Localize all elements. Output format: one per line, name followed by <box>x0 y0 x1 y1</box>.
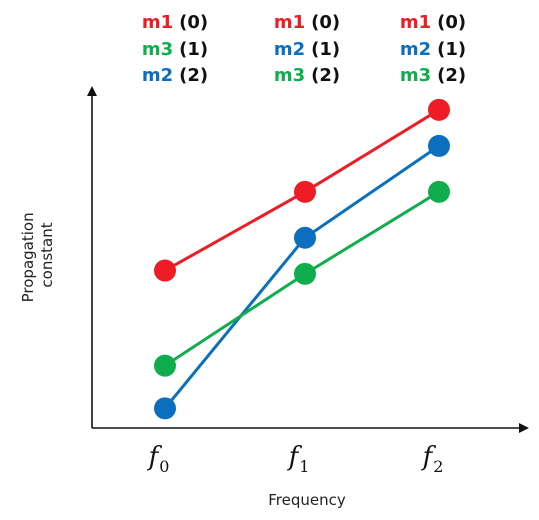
mode-order-label: m3 (2) <box>274 65 340 86</box>
data-point-m1 <box>428 98 450 121</box>
mode-order-label: m1 (0) <box>274 12 340 33</box>
mode-order: (0) <box>437 12 466 33</box>
data-point-m1 <box>294 180 316 203</box>
data-point-m2 <box>428 134 450 157</box>
mode-name: m3 <box>274 65 305 86</box>
mode-order: (0) <box>179 12 208 33</box>
x-tick-subscript: 0 <box>159 457 169 476</box>
x-tick-label: f1 <box>287 442 310 476</box>
mode-order: (0) <box>311 12 340 33</box>
mode-order-label: m1 (0) <box>142 12 208 33</box>
mode-order: (2) <box>437 65 466 86</box>
mode-order-label: m3 (2) <box>400 65 466 86</box>
mode-order-label: m2 (1) <box>400 39 466 60</box>
x-tick-subscript: 1 <box>299 457 309 476</box>
mode-name: m2 <box>400 39 431 60</box>
mode-order: (2) <box>311 65 340 86</box>
mode-name: m3 <box>400 65 431 86</box>
data-point-m1 <box>154 259 176 282</box>
x-tick-subscript: 2 <box>433 457 443 476</box>
mode-name: m2 <box>142 65 173 86</box>
mode-name: m1 <box>274 12 305 33</box>
x-tick-label: f0 <box>147 442 170 476</box>
y-axis-title: Propagation constant <box>19 208 56 303</box>
data-point-m3 <box>428 180 450 203</box>
mode-order-label: m2 (2) <box>142 65 208 86</box>
y-axis-title-line-1: Propagation <box>19 212 37 302</box>
data-point-m3 <box>154 354 176 377</box>
x-tick-labels: f0 f1 f2 <box>147 442 444 476</box>
y-axis-title-line-2: constant <box>38 222 56 287</box>
data-point-m2 <box>154 397 176 420</box>
mode-order: (2) <box>179 65 208 86</box>
series-lines <box>163 108 440 410</box>
mode-name: m2 <box>274 39 305 60</box>
axes <box>87 86 529 433</box>
series-points <box>154 98 450 420</box>
mode-name: m3 <box>142 39 173 60</box>
x-axis-title: Frequency <box>268 491 346 509</box>
x-tick-label: f2 <box>421 442 444 476</box>
data-point-m3 <box>294 262 316 285</box>
data-point-m2 <box>294 226 316 249</box>
mode-order: (1) <box>179 39 208 60</box>
mode-order-labels: m1 (0) m3 (1) m2 (2) m1 (0) m2 (1) m3 (2) m1 (0) m2 (1)… <box>142 12 466 86</box>
mode-order-label: m2 (1) <box>274 39 340 60</box>
mode-name: m1 <box>400 12 431 33</box>
mode-order: (1) <box>437 39 466 60</box>
mode-order-label: m1 (0) <box>400 12 466 33</box>
mode-order: (1) <box>311 39 340 60</box>
mode-order-label: m3 (1) <box>142 39 208 60</box>
mode-name: m1 <box>142 12 173 33</box>
